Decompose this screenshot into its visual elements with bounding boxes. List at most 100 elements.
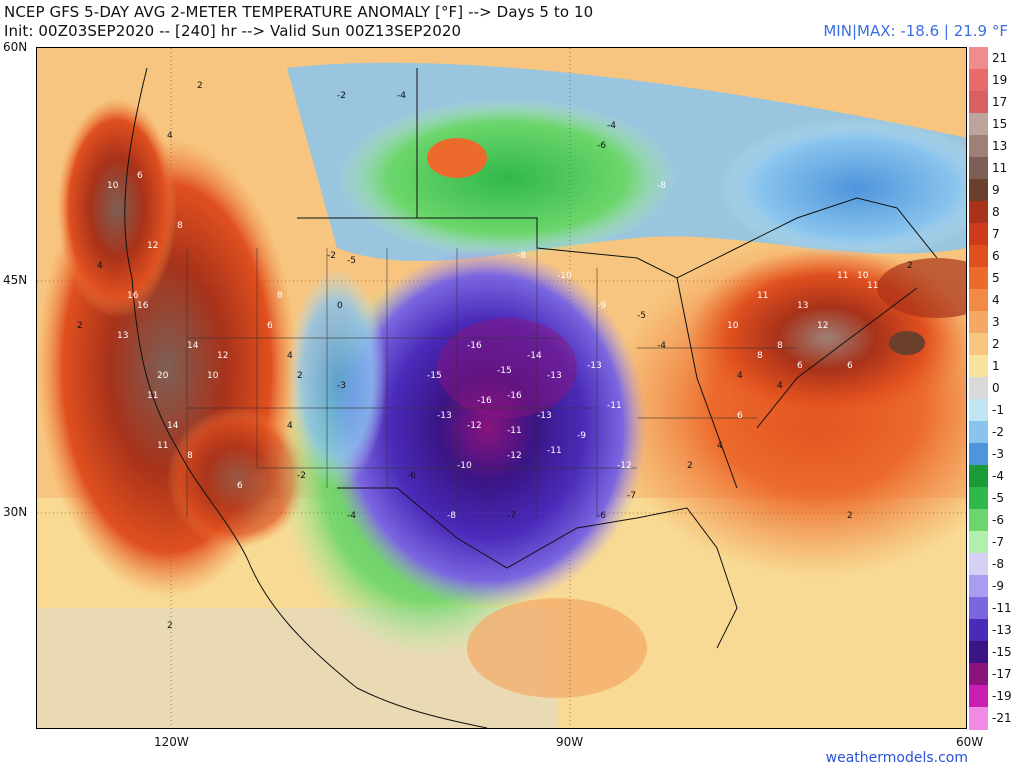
- anomaly-value-label: -13: [537, 411, 552, 421]
- colorbar-label: -5: [992, 491, 1004, 505]
- colorbar-label: -4: [992, 469, 1004, 483]
- anomaly-value-label: -15: [427, 371, 442, 381]
- colorbar-swatch: [969, 333, 988, 356]
- anomaly-value-label: -4: [347, 511, 356, 521]
- colorbar-swatch: [969, 619, 988, 642]
- colorbar-swatch: [969, 355, 988, 378]
- anomaly-value-label: 14: [167, 421, 179, 431]
- anomaly-value-label: 8: [177, 221, 183, 231]
- colorbar-swatch: [969, 443, 988, 466]
- colorbar-label: -6: [992, 513, 1004, 527]
- anomaly-value-label: -5: [637, 311, 646, 321]
- anomaly-value-label: 10: [727, 321, 739, 331]
- map-title: NCEP GFS 5-DAY AVG 2-METER TEMPERATURE A…: [4, 3, 594, 21]
- map-subtitle: Init: 00Z03SEP2020 -- [240] hr --> Valid…: [4, 22, 462, 40]
- anomaly-value-label: 4: [287, 351, 293, 361]
- anomaly-value-label: 13: [797, 301, 808, 311]
- colorbar-label: -15: [992, 645, 1012, 659]
- anomaly-value-label: -5: [347, 256, 356, 266]
- colorbar-swatch: [969, 179, 988, 202]
- colorbar-swatch: [969, 267, 988, 290]
- lat-label-60n: 60N: [3, 40, 28, 54]
- colorbar-label: -19: [992, 689, 1012, 703]
- colorbar-label: -8: [992, 557, 1004, 571]
- anomaly-value-label: 14: [187, 341, 199, 351]
- anomaly-value-label: -12: [507, 451, 522, 461]
- colorbar-label: 3: [992, 315, 1000, 329]
- colorbar-label: -2: [992, 425, 1004, 439]
- lat-label-45n: 45N: [3, 273, 28, 287]
- lon-label-60w: 60W: [956, 735, 984, 749]
- anomaly-value-label: -10: [457, 461, 472, 471]
- colorbar-label: 17: [992, 95, 1008, 109]
- anomaly-value-label: 8: [757, 351, 763, 361]
- colorbar-swatch: [969, 311, 988, 334]
- anomaly-value-label: 0: [337, 301, 343, 311]
- anomaly-value-label: 11: [157, 441, 168, 451]
- colorbar-swatch: [969, 289, 988, 312]
- colorbar-swatch: [969, 377, 988, 400]
- colorbar-label: 9: [992, 183, 1000, 197]
- anomaly-value-label: 2: [687, 461, 693, 471]
- anomaly-value-label: 2: [297, 371, 303, 381]
- anomaly-value-label: 2: [847, 511, 853, 521]
- anomaly-value-label: -4: [657, 341, 666, 351]
- colorbar-swatch: [969, 201, 988, 224]
- colorbar-label: 19: [992, 73, 1008, 87]
- lat-label-30n: 30N: [3, 505, 28, 519]
- anomaly-value-label: 2: [907, 261, 913, 271]
- colorbar-swatch: [969, 531, 988, 554]
- colorbar-swatch: [969, 421, 988, 444]
- colorbar-label: 8: [992, 205, 1000, 219]
- colorbar-swatch: [969, 223, 988, 246]
- anomaly-value-label: 8: [277, 291, 283, 301]
- anomaly-value-label: 6: [847, 361, 853, 371]
- anomaly-value-label: -4: [397, 91, 406, 101]
- anomaly-value-label: 2: [167, 621, 173, 631]
- anomaly-value-label: 2: [197, 81, 203, 91]
- anomaly-value-label: -2: [327, 251, 336, 261]
- anomaly-value-label: -12: [467, 421, 482, 431]
- anomaly-value-label: -9: [577, 431, 586, 441]
- colorbar-label: 6: [992, 249, 1000, 263]
- colorbar-label: 7: [992, 227, 1000, 241]
- colorbar-swatch: [969, 113, 988, 136]
- anomaly-value-label: -11: [607, 401, 622, 411]
- anomaly-value-label: 11: [757, 291, 768, 301]
- colorbar-swatch: [969, 487, 988, 510]
- colorbar-swatch: [969, 685, 988, 708]
- anomaly-value-label: -8: [517, 251, 526, 261]
- anomaly-value-label: -10: [557, 271, 572, 281]
- temperature-anomaly-map: -16 -15 -16 -16 -14 -13 -15 -13 -12 -11 -12 -10 -13 -…: [36, 47, 967, 729]
- colorbar-swatch: [969, 575, 988, 598]
- anomaly-value-label: -12: [617, 461, 632, 471]
- anomaly-value-label: 6: [737, 411, 743, 421]
- anomaly-value-label: 8: [777, 341, 783, 351]
- anomaly-value-label: 13: [117, 331, 128, 341]
- colorbar-label: 0: [992, 381, 1000, 395]
- colorbar-label: 5: [992, 271, 1000, 285]
- credit-text: weathermodels.com: [825, 750, 968, 766]
- colorbar-label: 11: [992, 161, 1008, 175]
- anomaly-value-label: 4: [287, 421, 293, 431]
- colorbar-label: 13: [992, 139, 1008, 153]
- anomaly-value-label: -9: [597, 301, 606, 311]
- colorbar-swatch: [969, 157, 988, 180]
- anomaly-value-label: -2: [337, 91, 346, 101]
- anomaly-value-label: 4: [777, 381, 783, 391]
- anomaly-value-label: 12: [817, 321, 828, 331]
- anomaly-value-label: 12: [147, 241, 158, 251]
- colorbar-label: 4: [992, 293, 1000, 307]
- anomaly-value-label: 2: [77, 321, 83, 331]
- colorbar-swatch: [969, 47, 988, 70]
- anomaly-value-label: -16: [477, 396, 492, 406]
- anomaly-value-label: 11: [837, 271, 848, 281]
- colorbar-swatch: [969, 597, 988, 620]
- anomaly-value-label: -13: [587, 361, 602, 371]
- anomaly-value-label: -13: [437, 411, 452, 421]
- anomaly-value-label: 4: [737, 371, 743, 381]
- lon-label-90w: 90W: [556, 735, 584, 749]
- anomaly-value-label: 10: [107, 181, 119, 191]
- anomaly-value-label: -14: [527, 351, 542, 361]
- anomaly-value-label: -8: [657, 181, 666, 191]
